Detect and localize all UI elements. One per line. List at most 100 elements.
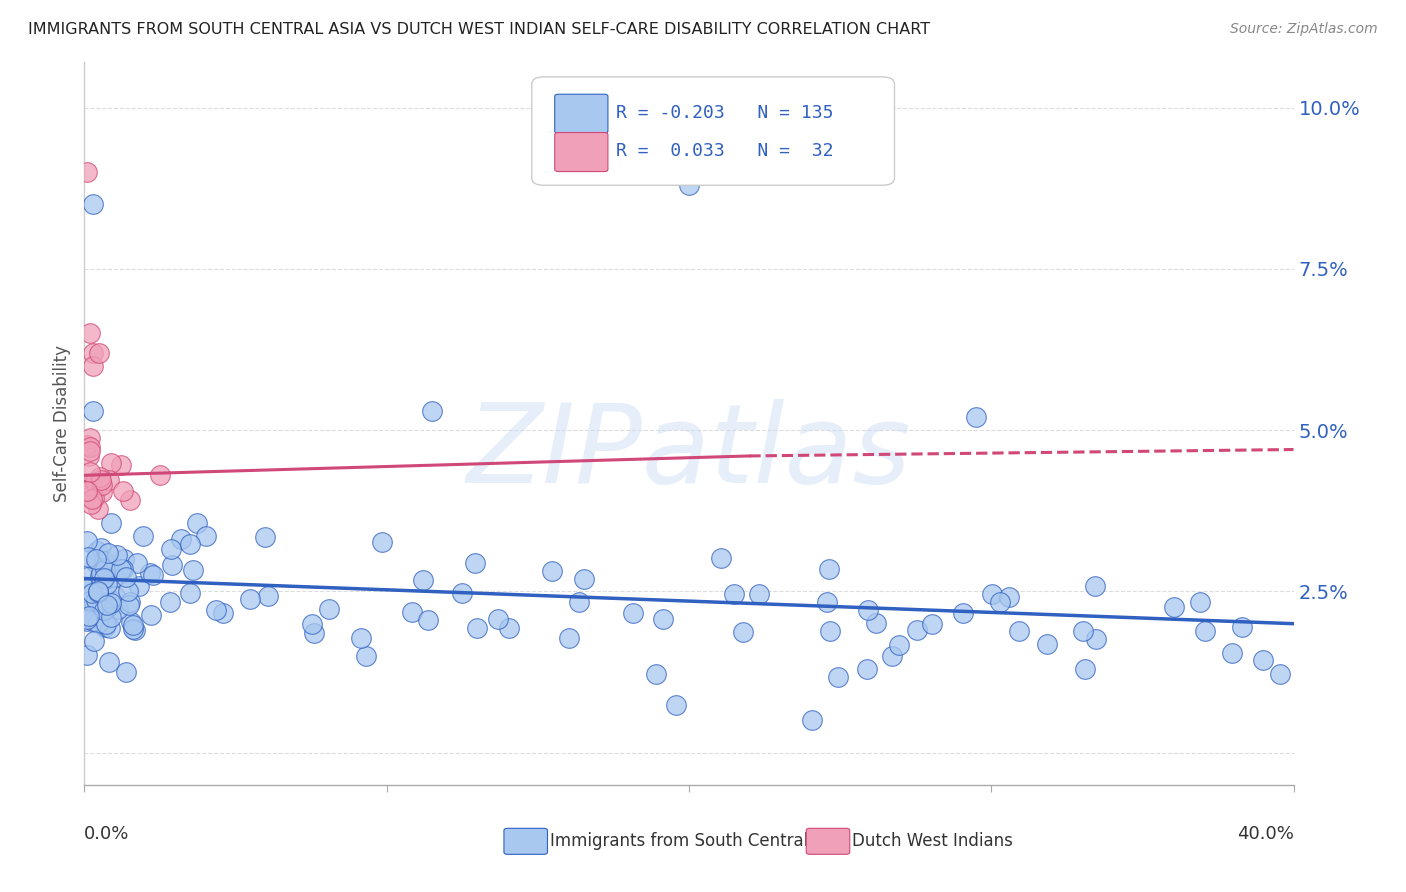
Point: [80, 482, 103, 496]
Point: [486, 612, 509, 626]
Point: [1251, 653, 1274, 667]
Point: [114, 665, 136, 679]
Point: [105, 548, 128, 562]
Point: [815, 594, 838, 608]
Point: [76, 534, 98, 549]
Point: [678, 178, 700, 192]
Point: [79, 440, 101, 454]
Text: R = -0.203   N = 135: R = -0.203 N = 135: [616, 104, 834, 122]
Point: [723, 587, 745, 601]
Point: [965, 410, 987, 425]
Point: [86, 552, 108, 566]
Point: [160, 558, 183, 573]
Point: [1074, 662, 1097, 676]
Text: IMMIGRANTS FROM SOUTH CENTRAL ASIA VS DUTCH WEST INDIAN SELF-CARE DISABILITY COR: IMMIGRANTS FROM SOUTH CENTRAL ASIA VS DU…: [28, 22, 931, 37]
Point: [82, 359, 104, 373]
Point: [84, 475, 107, 489]
Point: [97, 655, 120, 669]
Point: [124, 623, 146, 637]
Point: [76, 582, 98, 596]
FancyBboxPatch shape: [555, 133, 607, 171]
Point: [118, 598, 141, 612]
Point: [412, 573, 434, 587]
Point: [856, 662, 879, 676]
Point: [93, 571, 115, 585]
Point: [818, 624, 841, 638]
Point: [97, 599, 120, 614]
Point: [1084, 578, 1107, 592]
Text: R =  0.033   N =  32: R = 0.033 N = 32: [616, 143, 834, 161]
Point: [186, 516, 208, 531]
Point: [76, 550, 98, 565]
Point: [86, 501, 108, 516]
Point: [103, 571, 125, 585]
Point: [887, 638, 910, 652]
Point: [1189, 595, 1212, 609]
Point: [128, 579, 150, 593]
Point: [83, 596, 105, 610]
Point: [96, 576, 118, 591]
Point: [132, 528, 155, 542]
Point: [170, 532, 193, 546]
Point: [100, 456, 122, 470]
Point: [120, 615, 142, 630]
Point: [76, 438, 98, 452]
Point: [93, 553, 115, 567]
Text: Dutch West Indians: Dutch West Indians: [852, 832, 1014, 850]
Point: [621, 607, 644, 621]
Point: [101, 594, 124, 608]
Point: [558, 631, 581, 645]
Point: [149, 468, 172, 483]
FancyBboxPatch shape: [806, 829, 849, 855]
Text: 40.0%: 40.0%: [1237, 825, 1294, 843]
Text: 0.0%: 0.0%: [84, 825, 129, 843]
Point: [354, 648, 377, 663]
Point: [90, 473, 112, 487]
Point: [350, 631, 373, 645]
Point: [568, 595, 591, 609]
Point: [498, 621, 520, 635]
Point: [111, 483, 134, 498]
Point: [77, 484, 100, 499]
Point: [96, 559, 118, 574]
Point: [82, 197, 104, 211]
Point: [114, 552, 136, 566]
Point: [76, 483, 98, 497]
Point: [301, 616, 323, 631]
Point: [87, 584, 110, 599]
Point: [118, 492, 141, 507]
Point: [79, 594, 101, 608]
Point: [980, 587, 1002, 601]
Point: [80, 497, 103, 511]
Point: [79, 609, 101, 624]
Point: [1036, 637, 1059, 651]
Point: [112, 562, 135, 576]
Point: [96, 598, 118, 612]
Text: Source: ZipAtlas.com: Source: ZipAtlas.com: [1230, 22, 1378, 37]
Point: [748, 587, 770, 601]
Point: [710, 551, 733, 566]
Point: [827, 670, 849, 684]
Point: [82, 590, 104, 604]
Point: [90, 576, 112, 591]
FancyBboxPatch shape: [555, 95, 607, 133]
Point: [79, 431, 101, 445]
Point: [652, 612, 675, 626]
Point: [90, 566, 112, 581]
Point: [110, 562, 132, 576]
Point: [141, 608, 163, 623]
Point: [122, 618, 145, 632]
Point: [733, 625, 755, 640]
Point: [997, 590, 1019, 604]
Point: [100, 596, 122, 610]
Point: [401, 605, 423, 619]
Point: [89, 345, 111, 359]
Point: [100, 516, 122, 530]
Point: [120, 595, 142, 609]
Point: [77, 479, 100, 493]
Point: [89, 569, 111, 583]
Point: [665, 698, 688, 712]
FancyBboxPatch shape: [531, 77, 894, 186]
Text: ZIPatlas: ZIPatlas: [467, 399, 911, 506]
Point: [856, 603, 879, 617]
